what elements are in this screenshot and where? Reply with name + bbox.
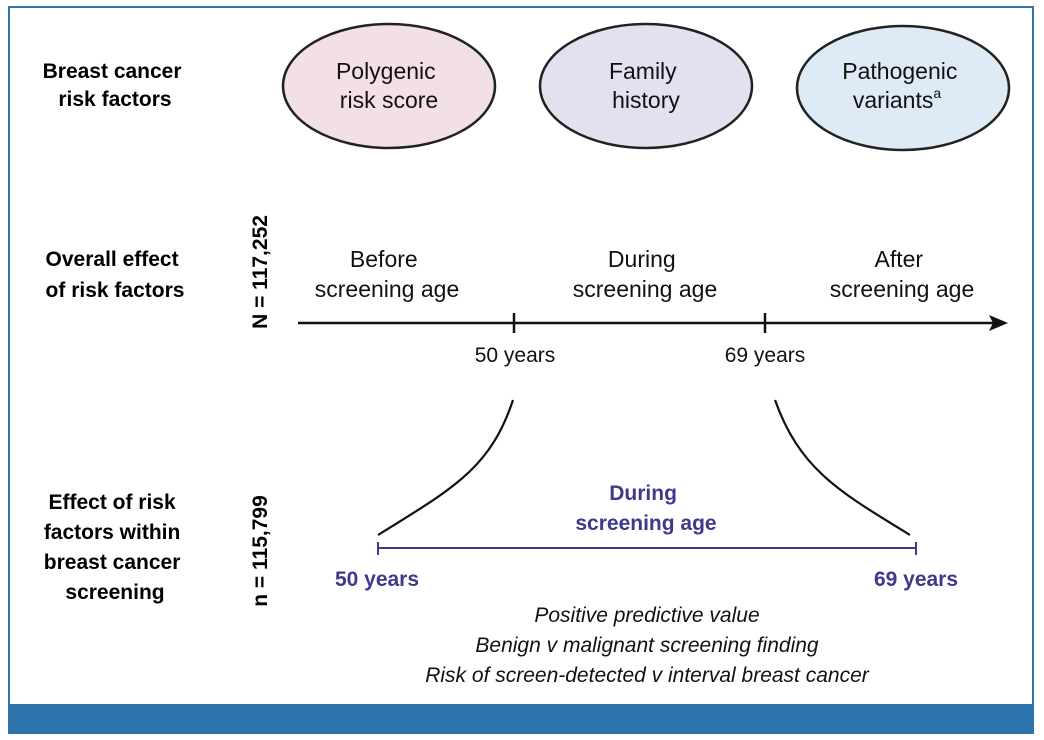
risk-factor-polygenic: Polygenic risk score (281, 22, 497, 150)
pathogenic-variants-oval (795, 24, 1011, 152)
phase-during: During screening age (573, 246, 718, 302)
phase-after: After screening age (830, 246, 975, 302)
polygenic-oval (281, 22, 497, 150)
tick-label-69: 69 years (725, 344, 806, 367)
within-sample-size: n = 115,799 (249, 495, 272, 607)
overall-sample-size: N = 117,252 (249, 215, 272, 329)
footnote-superscript: a (933, 85, 941, 101)
pathogenic-variants-label: Pathogenic variantsa (842, 58, 963, 113)
screening-end-label: 69 years (874, 568, 958, 591)
risk-factor-pathogenic-variants: Pathogenic variantsa (795, 24, 1011, 152)
zoom-curve-left (377, 399, 515, 536)
risk-factors-row-label: Breast cancer risk factors (43, 60, 188, 111)
zoom-curve-right (773, 399, 911, 536)
footer-bar (8, 704, 1034, 734)
outcome-screen-vs-interval: Risk of screen-detected v interval breas… (425, 664, 870, 687)
family-history-oval (538, 22, 754, 150)
screening-title: During screening age (575, 482, 716, 535)
within-screening-row-label: Effect of risk factors within breast can… (44, 491, 186, 604)
outcome-benign-malignant: Benign v malignant screening finding (475, 634, 819, 657)
family-history-label: Family history (609, 58, 683, 113)
phase-before: Before screening age (315, 246, 460, 302)
timeline-arrowhead (989, 315, 1008, 331)
outcome-ppv: Positive predictive value (534, 604, 759, 627)
tick-label-50: 50 years (475, 344, 556, 367)
screening-start-label: 50 years (335, 568, 419, 591)
risk-factor-family-history: Family history (538, 22, 754, 150)
overall-effect-row-label: Overall effect of risk factors (46, 248, 185, 302)
polygenic-label: Polygenic risk score (336, 58, 442, 113)
